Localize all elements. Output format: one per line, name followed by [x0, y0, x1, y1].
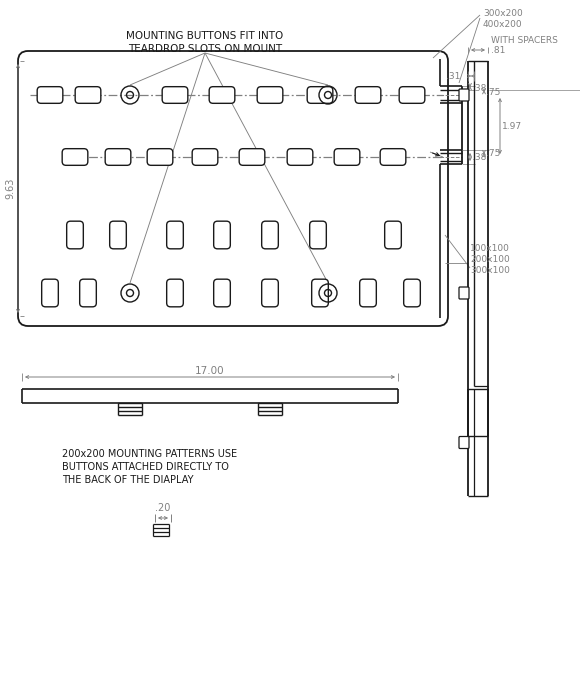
- FancyBboxPatch shape: [192, 149, 218, 165]
- FancyBboxPatch shape: [355, 86, 381, 104]
- Text: 9.63: 9.63: [5, 178, 15, 199]
- Text: .75: .75: [486, 149, 501, 158]
- FancyBboxPatch shape: [67, 221, 84, 249]
- Text: 1.97: 1.97: [502, 122, 522, 131]
- Text: .38: .38: [472, 84, 487, 93]
- FancyBboxPatch shape: [147, 149, 173, 165]
- FancyBboxPatch shape: [311, 279, 328, 307]
- FancyBboxPatch shape: [334, 149, 360, 165]
- FancyBboxPatch shape: [166, 221, 183, 249]
- FancyBboxPatch shape: [105, 149, 131, 165]
- FancyBboxPatch shape: [37, 86, 63, 104]
- Text: MOUNTING BUTTONS FIT INTO
TEARDROP SLOTS ON MOUNT: MOUNTING BUTTONS FIT INTO TEARDROP SLOTS…: [126, 31, 284, 54]
- FancyBboxPatch shape: [213, 221, 230, 249]
- Text: .75: .75: [486, 88, 501, 97]
- FancyBboxPatch shape: [62, 149, 88, 165]
- FancyBboxPatch shape: [399, 86, 425, 104]
- FancyBboxPatch shape: [79, 279, 96, 307]
- FancyBboxPatch shape: [459, 437, 469, 448]
- Text: .81: .81: [491, 46, 505, 55]
- FancyBboxPatch shape: [75, 86, 101, 104]
- FancyBboxPatch shape: [385, 221, 401, 249]
- Text: .38: .38: [472, 153, 487, 162]
- FancyBboxPatch shape: [262, 221, 278, 249]
- Text: .31: .31: [446, 71, 460, 80]
- FancyBboxPatch shape: [162, 86, 188, 104]
- FancyBboxPatch shape: [404, 279, 420, 307]
- Text: .20: .20: [155, 503, 171, 513]
- FancyBboxPatch shape: [18, 51, 448, 326]
- Text: 200x200 MOUNTING PATTERNS USE
BUTTONS ATTACHED DIRECTLY TO
THE BACK OF THE DIAPL: 200x200 MOUNTING PATTERNS USE BUTTONS AT…: [62, 449, 237, 485]
- Text: 300x200
400x200: 300x200 400x200: [483, 9, 523, 29]
- FancyBboxPatch shape: [166, 279, 183, 307]
- FancyBboxPatch shape: [310, 221, 327, 249]
- FancyBboxPatch shape: [360, 279, 376, 307]
- FancyBboxPatch shape: [459, 287, 469, 299]
- FancyBboxPatch shape: [42, 279, 59, 307]
- FancyBboxPatch shape: [262, 279, 278, 307]
- Text: WITH SPACERS: WITH SPACERS: [491, 36, 558, 45]
- FancyBboxPatch shape: [307, 86, 333, 104]
- Text: 17.00: 17.00: [195, 366, 225, 376]
- FancyBboxPatch shape: [239, 149, 265, 165]
- FancyBboxPatch shape: [209, 86, 235, 104]
- FancyBboxPatch shape: [459, 89, 469, 101]
- FancyBboxPatch shape: [257, 86, 283, 104]
- FancyBboxPatch shape: [380, 149, 406, 165]
- FancyBboxPatch shape: [213, 279, 230, 307]
- FancyBboxPatch shape: [110, 221, 126, 249]
- Text: 100x100
200x100
300x100: 100x100 200x100 300x100: [470, 244, 510, 275]
- FancyBboxPatch shape: [287, 149, 313, 165]
